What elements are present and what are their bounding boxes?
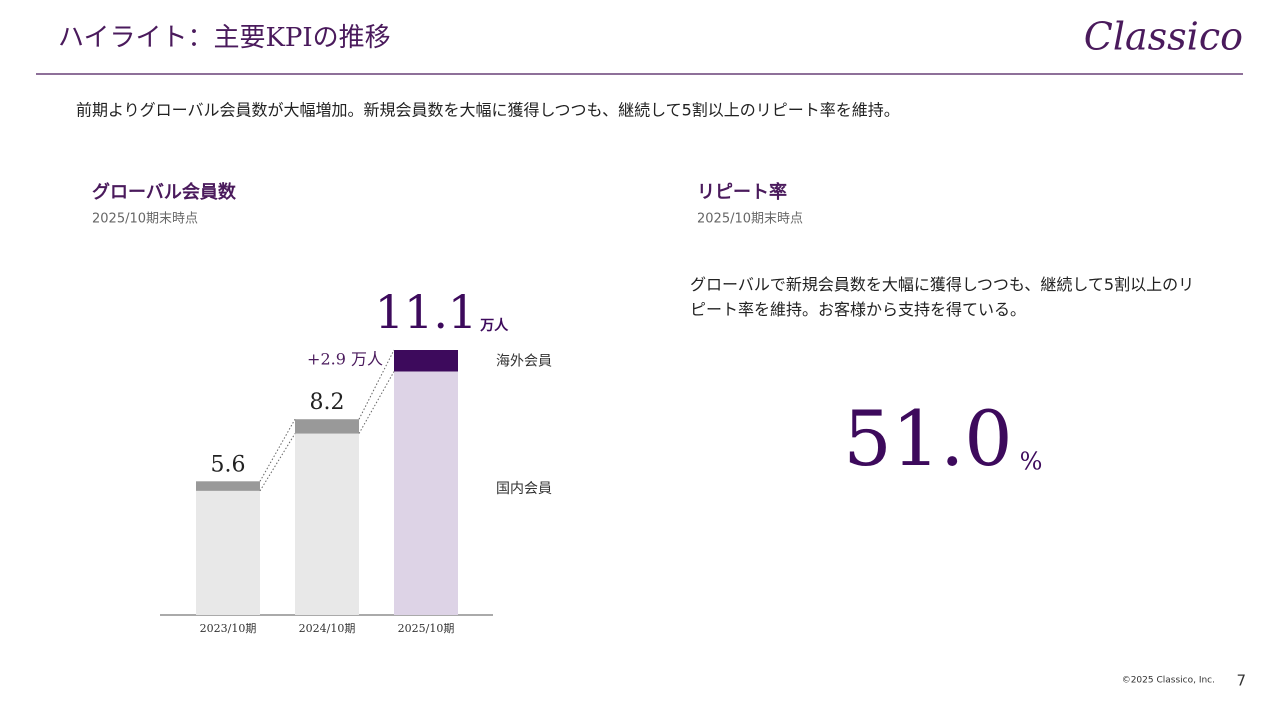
- lead-text: 前期よりグローバル会員数が大幅増加。新規会員数を大幅に獲得しつつも、継続して5割…: [76, 101, 900, 120]
- kpi-description: グローバルで新規会員数を大幅に獲得しつつも、継続して5割以上のリピート率を維持。…: [690, 275, 1195, 319]
- legend-label: 海外会員: [496, 354, 552, 370]
- bar-segment: [196, 481, 260, 491]
- kpi-value: 51.0: [843, 394, 1012, 483]
- connector: [358, 349, 395, 420]
- logo: Classico: [1084, 15, 1243, 59]
- page-number: 7: [1236, 672, 1246, 690]
- section-subtitle: 2025/10期末時点: [92, 212, 198, 227]
- x-tick-label: 2023/10期: [200, 622, 257, 635]
- bar-segment: [394, 371, 458, 615]
- x-tick-label: 2025/10期: [398, 622, 455, 635]
- kpi-unit: %: [1020, 448, 1043, 476]
- bar-segment: [295, 433, 359, 615]
- section-subtitle: 2025/10期末時点: [697, 212, 803, 227]
- slide-title: ハイライト：主要KPIの推移: [58, 23, 391, 53]
- unit-label: 万人: [479, 317, 509, 334]
- total-label: 5.6: [211, 452, 246, 477]
- x-tick-label: 2024/10期: [299, 622, 356, 635]
- total-label: 11.1: [375, 285, 477, 339]
- bar-segment: [295, 419, 359, 434]
- total-label: 8.2: [310, 390, 345, 415]
- connector: [358, 371, 395, 434]
- connector: [259, 418, 296, 482]
- connector: [259, 433, 296, 492]
- legend-label: 国内会員: [496, 481, 552, 497]
- section-title: グローバル会員数: [92, 181, 237, 203]
- bar-segment: [394, 350, 458, 372]
- annotation: +2.9 万人: [307, 350, 383, 369]
- bar-segment: [196, 490, 260, 615]
- section-title: リピート率: [697, 181, 787, 203]
- copyright: ©2025 Classico, Inc.: [1122, 676, 1215, 686]
